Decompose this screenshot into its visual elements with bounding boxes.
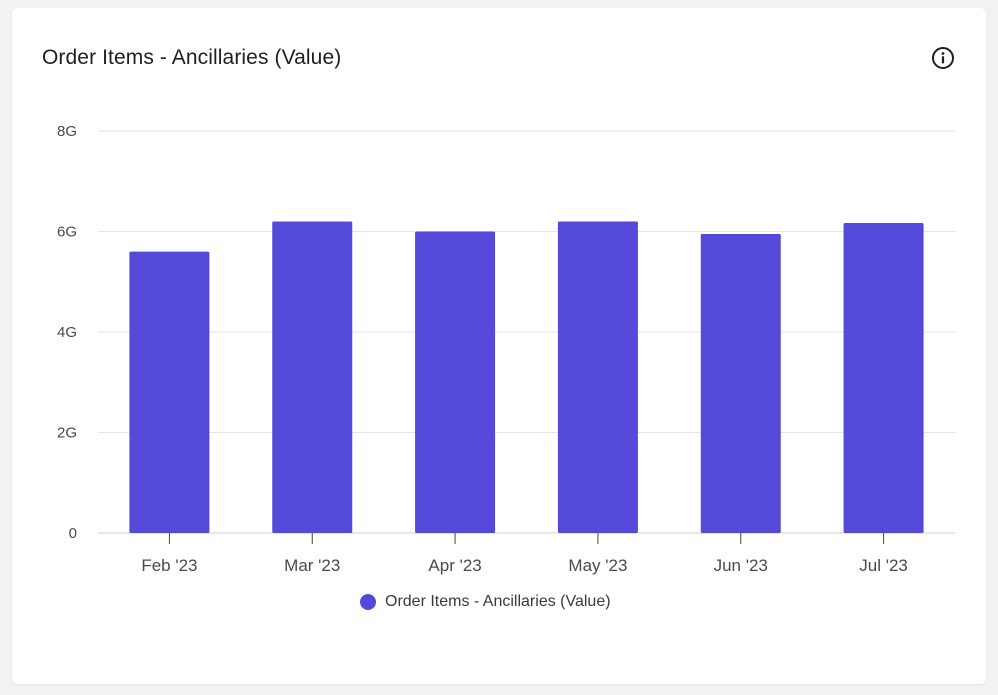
legend-swatch	[360, 594, 376, 610]
bar	[843, 222, 924, 533]
info-icon[interactable]	[931, 46, 955, 70]
chart-title: Order Items - Ancillaries (Value)	[42, 46, 342, 69]
x-tick-label: Mar '23	[284, 556, 340, 575]
x-tick-label: Feb '23	[141, 556, 197, 575]
bar	[557, 221, 638, 533]
info-circle-icon	[932, 47, 954, 69]
y-tick-label: 2G	[57, 425, 77, 442]
x-tick-label: May '23	[568, 556, 627, 575]
x-tick-label: Apr '23	[428, 556, 481, 575]
y-tick-label: 6G	[57, 224, 77, 241]
bar	[272, 221, 353, 533]
y-tick-label: 8G	[57, 123, 77, 140]
x-tick-label: Jun '23	[714, 556, 768, 575]
bar	[129, 251, 210, 533]
legend-label: Order Items - Ancillaries (Value)	[385, 593, 611, 610]
bar	[700, 234, 781, 533]
bar	[415, 231, 496, 533]
y-tick-label: 0	[69, 525, 77, 542]
chart-legend[interactable]: Order Items - Ancillaries (Value)	[360, 593, 611, 611]
x-tick-label: Jul '23	[859, 556, 908, 575]
y-tick-label: 4G	[57, 324, 77, 341]
